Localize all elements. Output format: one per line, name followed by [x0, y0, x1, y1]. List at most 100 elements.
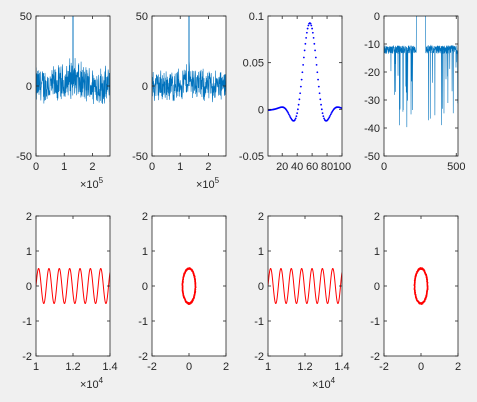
- x-tick-label: 0: [149, 161, 155, 173]
- y-tick-label: 1: [374, 246, 380, 258]
- data-point: [286, 110, 289, 113]
- data-point: [299, 92, 302, 95]
- data-point: [309, 22, 312, 25]
- data-point: [296, 112, 299, 115]
- data-point: [311, 27, 314, 30]
- data-point: [329, 114, 331, 117]
- y-tick-label: -10: [364, 39, 380, 51]
- y-tick-label: 1: [142, 246, 148, 258]
- subplot-4: 0 500 -50 -40 -30 -20 -10 0: [364, 11, 465, 173]
- y-tick-label: -50: [132, 151, 148, 163]
- data-point: [312, 36, 315, 39]
- y-tick-label: -2: [138, 351, 148, 363]
- data-point: [328, 116, 331, 119]
- x-tick-label: 20: [276, 161, 288, 173]
- data-point: [321, 112, 324, 115]
- y-tick-label: 1: [258, 246, 264, 258]
- x-tick-label: 1.4: [334, 361, 349, 373]
- y-tick-label: 0.05: [243, 58, 264, 70]
- y-tick-label: -1: [138, 316, 148, 328]
- data-point: [305, 36, 308, 39]
- subplot-8: -2 0 2 -2 -1 0 1 2: [370, 211, 461, 373]
- data-point: [310, 24, 313, 27]
- data-point: [306, 27, 309, 30]
- sine-line: [36, 267, 110, 305]
- data-point: [315, 63, 318, 66]
- x-tick-label: 0: [418, 361, 424, 373]
- x-exponent-label: ×104: [312, 376, 336, 391]
- y-tick-label: 0: [374, 11, 380, 23]
- y-tick-label: -1: [254, 316, 264, 328]
- data-point: [320, 103, 322, 106]
- plot-area: [268, 216, 342, 356]
- data-point: [317, 85, 320, 88]
- x-tick-label: -2: [147, 361, 157, 373]
- data-point: [288, 114, 291, 117]
- data-point: [329, 113, 332, 116]
- data-point: [327, 117, 330, 120]
- x-tick-label: 60: [306, 161, 318, 173]
- x-tick-label: 2: [455, 361, 461, 373]
- y-tick-label: 0: [26, 281, 32, 293]
- data-point: [287, 112, 290, 114]
- x-tick-label: 2: [89, 161, 95, 173]
- x-tick-label: 0: [186, 361, 192, 373]
- y-tick-label: -40: [364, 123, 380, 135]
- x-exponent-power: 5: [99, 176, 104, 185]
- data-point: [299, 85, 302, 88]
- axes-frame: [383, 15, 459, 157]
- data-point: [316, 71, 319, 74]
- data-layer: [268, 22, 342, 122]
- data-point: [323, 117, 325, 120]
- x-exponent-label: ×105: [80, 176, 104, 191]
- x-tick-label: 100: [333, 161, 351, 173]
- y-tick-label: -1: [22, 316, 32, 328]
- data-point: [304, 42, 307, 45]
- data-point: [322, 115, 325, 118]
- data-point: [317, 78, 319, 81]
- y-tick-label: 2: [374, 211, 380, 223]
- data-point: [296, 108, 299, 111]
- y-tick-label: -0.05: [239, 151, 264, 163]
- x-tick-label: 1: [265, 361, 271, 373]
- y-tick-label: 50: [20, 11, 32, 23]
- x-exponent-label: ×105: [196, 176, 220, 191]
- data-layer: [152, 16, 226, 103]
- subplot-3: 20 40 60 80 100 -0.05 0 0.05 0.1: [239, 11, 351, 173]
- plot-area: [152, 216, 226, 356]
- plot-area: [384, 16, 458, 156]
- x-exponent-power: 5: [215, 176, 220, 185]
- data-point: [295, 115, 298, 118]
- y-tick-label: 0: [142, 281, 148, 293]
- data-point: [294, 117, 297, 120]
- x-tick-label: 0: [381, 161, 387, 173]
- data-layer: [413, 267, 429, 305]
- data-layer: [268, 267, 342, 305]
- data-layer: [36, 16, 110, 105]
- data-point: [194, 285, 197, 288]
- data-layer: [181, 267, 197, 305]
- y-tick-label: 50: [136, 11, 148, 23]
- data-point: [294, 119, 296, 121]
- subplot-5: 1 1.2 1.4 -2 -1 0 1 2 ×104: [22, 211, 117, 391]
- x-tick-label: 1.4: [102, 361, 117, 373]
- plot-area: [384, 216, 458, 356]
- data-point: [302, 56, 305, 59]
- x-exponent-label: ×104: [80, 376, 104, 391]
- subplot-7: 1 1.2 1.4 -2 -1 0 1 2 ×104: [254, 211, 349, 391]
- y-tick-label: -2: [254, 351, 264, 363]
- y-tick-label: 2: [26, 211, 32, 223]
- x-tick-label: -2: [379, 361, 389, 373]
- y-tick-label: -20: [364, 67, 380, 79]
- x-tick-label: 500: [447, 161, 465, 173]
- data-point: [314, 56, 317, 59]
- y-tick-label: -50: [364, 151, 380, 163]
- data-point: [300, 78, 303, 81]
- y-tick-label: 0: [258, 281, 264, 293]
- data-point: [298, 98, 301, 101]
- data-point: [307, 24, 310, 27]
- x-exponent-power: 4: [99, 376, 104, 385]
